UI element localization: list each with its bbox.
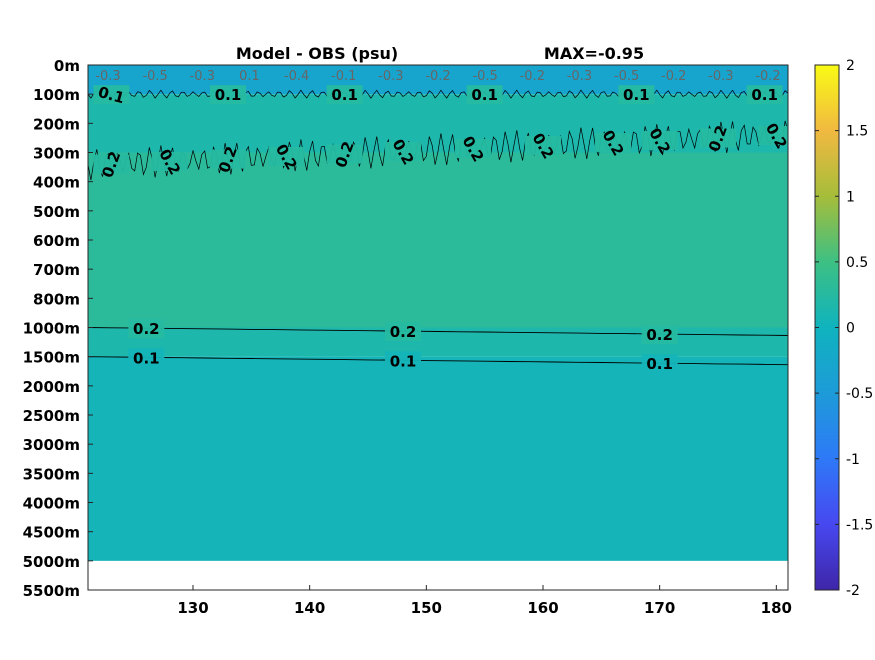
contour-label-bg: [641, 325, 678, 345]
surface-contour-label: -0.3: [95, 69, 120, 84]
surface-contour-label: -0.4: [284, 69, 309, 84]
contour-label-bg: [385, 322, 421, 342]
contour-label: 0.1: [390, 352, 417, 370]
contour-label: 0.1: [646, 355, 673, 373]
y-tick-label: 2000m: [23, 378, 80, 396]
contour-label-bg: [641, 131, 678, 150]
colorbar-tick-label: 2: [846, 58, 855, 74]
contour-label-bg: [525, 136, 561, 155]
colorbar-tick-label: 1.5: [846, 124, 868, 140]
depth-band: [88, 356, 788, 561]
colorbar-tick-label: -1: [846, 452, 860, 468]
contour-label-bg: [326, 85, 363, 105]
colorbar-tick-label: 0: [846, 321, 855, 337]
contour-label: 0.2: [133, 320, 160, 338]
surface-contour-label: -0.2: [520, 69, 545, 84]
x-axis: 130 140 150 160 170 180: [177, 585, 792, 617]
surface-contour-label: -0.5: [142, 69, 167, 84]
y-tick-label: 100m: [33, 86, 80, 104]
y-axis: 0m 100m 200m 300m 400m 500m 600m 700m 800m 1000m 1…: [23, 57, 93, 600]
depth-band: [88, 94, 788, 153]
y-tick-label: 700m: [33, 261, 80, 279]
y-tick-label: 200m: [33, 115, 80, 133]
contour-label-bg: [700, 128, 736, 148]
colorbar-tick-label: -1.5: [846, 517, 873, 533]
contour-line: [88, 89, 788, 99]
contour-label: 0.1: [471, 86, 498, 104]
y-tick-label: 600m: [33, 232, 80, 250]
contour-label: 0.1: [623, 86, 650, 104]
contour-label-bg: [93, 154, 130, 174]
depth-band: [88, 152, 788, 328]
contour-label: 0.1: [751, 86, 778, 104]
x-tick-label: 130: [177, 599, 208, 617]
colorbar: 2 1.5 1 0.5 0 -0.5 -1 -1.5 -2: [814, 58, 873, 599]
surface-contour-label: -0.3: [708, 69, 733, 84]
colorbar-tick-label: 0.5: [846, 255, 868, 271]
contour-label-bg: [268, 147, 305, 166]
y-tick-label: 2500m: [23, 407, 80, 425]
max-label: MAX=-0.95: [544, 44, 644, 63]
depth-band: [88, 65, 788, 95]
x-tick-label: 170: [644, 599, 675, 617]
contour-label-bg: [128, 319, 165, 339]
y-tick-label: 5000m: [23, 553, 80, 571]
contour-label-bg: [210, 85, 246, 105]
contour-label-bg: [618, 85, 655, 105]
contour-label-bg: [385, 142, 421, 161]
x-tick-label: 140: [294, 599, 325, 617]
contour-label: 0.1: [215, 86, 242, 104]
y-tick-label: 4500m: [23, 524, 80, 542]
surface-contour-label: -0.2: [755, 69, 780, 84]
contour-label-bg: [641, 354, 678, 374]
y-tick-label: 800m: [33, 290, 80, 308]
contour-label-bg: [455, 139, 491, 158]
contour-label-bg: [93, 85, 130, 105]
surface-contour-label: -0.2: [425, 69, 450, 84]
y-tick-label: 0m: [54, 57, 80, 75]
contour-label-bg: [758, 126, 788, 145]
y-tick-label: 3000m: [23, 436, 80, 454]
surface-contour-label: -0.1: [331, 69, 356, 84]
y-tick-label: 5500m: [23, 582, 80, 600]
contour-label-bg: [746, 85, 783, 105]
x-tick-label: 180: [761, 599, 792, 617]
contour-label-bg: [466, 85, 503, 105]
y-tick-label: 300m: [33, 145, 80, 163]
x-tick-label: 150: [411, 599, 442, 617]
y-tick-label: 3500m: [23, 465, 80, 483]
y-tick-label: 500m: [33, 203, 80, 221]
x-tick-label: 160: [527, 599, 558, 617]
y-tick-label: 400m: [33, 174, 80, 192]
surface-contour-label: -0.3: [190, 69, 215, 84]
y-tick-label: 4000m: [23, 495, 80, 513]
colorbar-tick-label: -0.5: [846, 386, 873, 402]
contour-label: 0.2: [390, 323, 417, 341]
contour-label: 0.1: [133, 349, 160, 367]
y-tick-label: 1500m: [23, 349, 80, 367]
contour-label-bg: [326, 144, 363, 164]
chart-title: Model - OBS (psu): [236, 44, 398, 63]
contour-label-bg: [595, 133, 631, 152]
contour-layer: 0.1 0.1 0.1 0.1 0.1 0.10.2 0.2 0.2 0.2 0.2 0.2 0.2 0…: [88, 69, 788, 374]
surface-contour-label: -0.3: [567, 69, 592, 84]
contour-label-bg: [385, 351, 421, 371]
heatmap-field: [88, 65, 788, 561]
contour-label-bg: [151, 152, 188, 171]
surface-contour-label: 0.1: [239, 69, 260, 84]
surface-contour-label: -0.2: [661, 69, 686, 84]
colorbar-ticks: 2 1.5 1 0.5 0 -0.5 -1 -1.5 -2: [815, 58, 873, 599]
contour-label: 0.2: [646, 326, 673, 344]
colorbar-tick-label: 1: [846, 189, 855, 205]
surface-contour-label: -0.5: [472, 69, 497, 84]
colorbar-tick-label: -2: [846, 583, 860, 599]
contour-label-bg: [128, 348, 165, 368]
contour-label: 0.1: [331, 86, 358, 104]
y-tick-label: 1000m: [23, 320, 80, 338]
surface-contour-label: -0.5: [614, 69, 639, 84]
contour-label-bg: [210, 149, 246, 169]
surface-contour-label: -0.3: [378, 69, 403, 84]
